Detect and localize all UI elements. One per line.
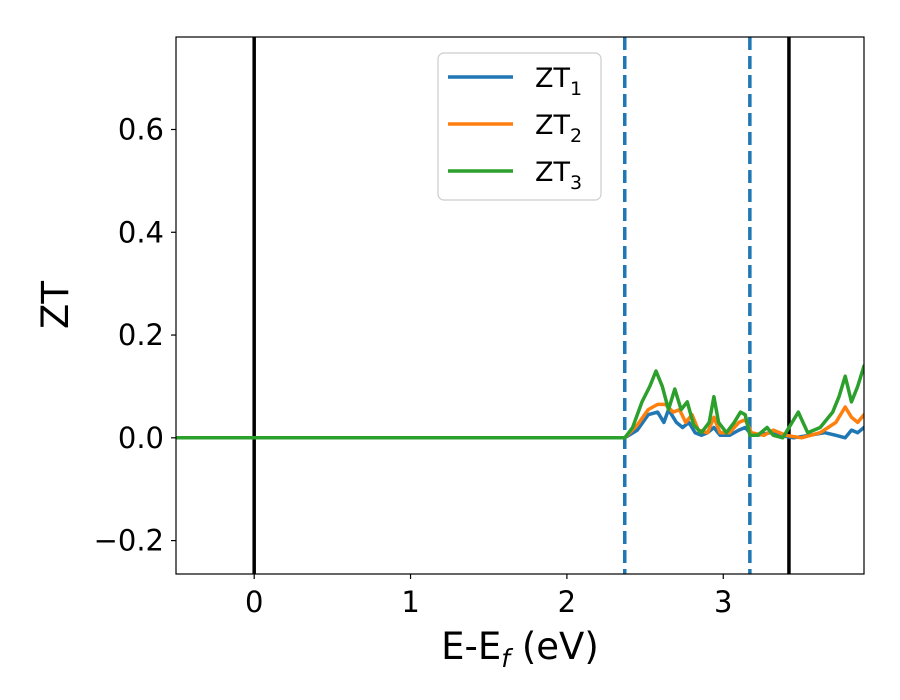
x-tick-label: 1 [401,585,419,619]
plot-lines [176,37,864,574]
series-line-zt1 [176,407,864,440]
y-tick-label: 0.0 [118,421,164,455]
legend: ZT1 ZT2 ZT3 [437,52,602,201]
x-tick-label: 0 [245,585,263,619]
legend-label-zt2: ZT2 [535,110,582,147]
y-tick-label: −0.2 [94,524,164,558]
series-line-zt3 [176,364,864,440]
y-tick-label: 0.6 [118,112,164,146]
legend-label-zt3: ZT3 [535,157,582,194]
y-tick-label: 0.2 [118,318,164,352]
y-tick-label: 0.4 [118,215,164,249]
y-axis-title: ZT [34,281,77,329]
legend-box [437,52,602,201]
x-tick-label: 3 [714,585,732,619]
x-axis-title-main: E-E [441,625,501,668]
plot-frame [175,36,865,575]
x-axis-title-unit: (eV) [510,625,599,668]
legend-label-zt1: ZT1 [535,63,582,100]
x-tick-label: 2 [558,585,576,619]
x-axis-title: E-Ef (eV) [441,625,599,673]
axis-ticks: 0 1 2 3 −0.2 0.0 0.2 0.4 0.6 [94,112,733,619]
